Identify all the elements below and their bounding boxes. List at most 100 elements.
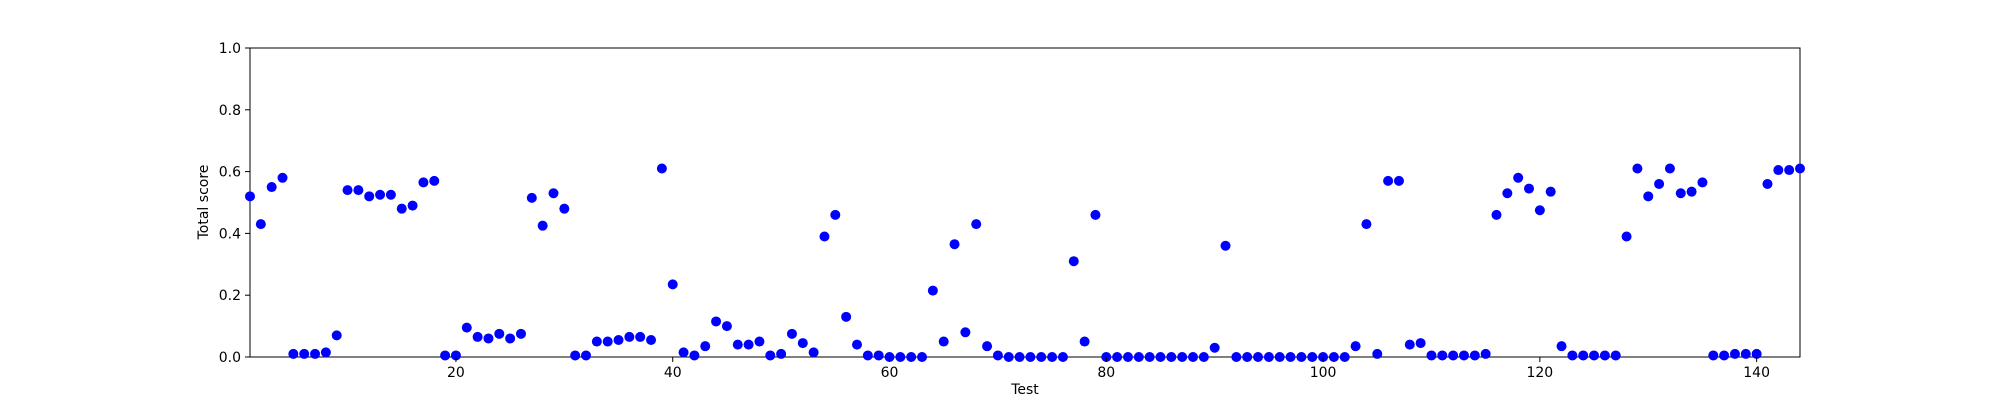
data-point bbox=[450, 350, 461, 361]
data-point bbox=[646, 335, 657, 346]
data-point bbox=[700, 341, 711, 352]
data-point bbox=[245, 191, 255, 202]
data-point bbox=[559, 203, 570, 214]
x-tick-label: 140 bbox=[1743, 365, 1770, 381]
data-point bbox=[1437, 350, 1448, 361]
y-axis-label: Total score bbox=[196, 165, 212, 241]
data-point bbox=[1632, 163, 1643, 174]
data-point bbox=[1491, 209, 1502, 220]
data-point bbox=[992, 350, 1003, 361]
data-point bbox=[288, 348, 299, 359]
data-point bbox=[1480, 348, 1491, 359]
data-point bbox=[364, 191, 375, 202]
y-tick-label: 0.8 bbox=[219, 103, 241, 119]
data-point bbox=[851, 339, 862, 350]
data-point bbox=[1697, 177, 1708, 188]
data-point bbox=[418, 177, 429, 188]
data-point bbox=[1393, 175, 1404, 186]
data-point bbox=[906, 352, 917, 362]
data-point bbox=[754, 336, 765, 347]
data-point bbox=[1133, 352, 1144, 362]
data-point bbox=[776, 348, 787, 359]
data-point bbox=[1610, 350, 1621, 361]
data-point bbox=[353, 185, 364, 196]
data-point bbox=[581, 350, 592, 361]
data-point bbox=[1773, 165, 1784, 176]
data-point bbox=[1036, 352, 1047, 362]
data-point bbox=[613, 335, 624, 346]
data-point bbox=[1285, 352, 1296, 362]
data-point bbox=[873, 350, 884, 361]
data-point bbox=[927, 285, 938, 296]
data-point bbox=[1188, 352, 1199, 362]
data-point bbox=[505, 333, 516, 344]
data-point bbox=[537, 220, 548, 231]
data-point bbox=[1404, 339, 1415, 350]
data-point bbox=[1784, 165, 1795, 176]
data-point bbox=[331, 330, 342, 341]
data-point bbox=[1469, 350, 1480, 361]
data-point bbox=[1686, 186, 1697, 197]
data-point bbox=[624, 331, 635, 342]
data-point bbox=[678, 347, 689, 358]
x-axis-label: Test bbox=[1010, 382, 1039, 398]
data-point bbox=[1339, 352, 1350, 362]
data-point bbox=[743, 339, 754, 350]
plot-area-frame bbox=[249, 47, 1801, 358]
data-point bbox=[1415, 338, 1426, 349]
data-point bbox=[656, 163, 667, 174]
data-point bbox=[971, 219, 982, 230]
data-point bbox=[1372, 348, 1383, 359]
data-point bbox=[1621, 231, 1632, 242]
data-point bbox=[1350, 341, 1361, 352]
data-point bbox=[483, 333, 494, 344]
data-point bbox=[548, 188, 559, 199]
data-point bbox=[1112, 352, 1123, 362]
data-point bbox=[1296, 352, 1307, 362]
x-tick-label: 40 bbox=[664, 365, 682, 381]
data-point bbox=[1740, 348, 1751, 359]
data-point bbox=[1068, 256, 1079, 267]
data-point bbox=[1014, 352, 1025, 362]
data-point bbox=[277, 172, 288, 183]
x-axis-ticks: 20 40 60 80 100 120 140 bbox=[447, 357, 1770, 381]
data-point bbox=[1719, 350, 1730, 361]
data-point bbox=[721, 321, 732, 332]
data-point bbox=[1513, 172, 1524, 183]
data-point bbox=[667, 279, 678, 290]
data-point bbox=[1599, 350, 1610, 361]
data-point bbox=[841, 311, 852, 322]
x-tick-label: 20 bbox=[447, 365, 465, 381]
data-point bbox=[1198, 352, 1209, 362]
data-point bbox=[711, 316, 722, 327]
data-point bbox=[494, 328, 505, 339]
data-point bbox=[266, 182, 277, 193]
data-point bbox=[1675, 188, 1686, 199]
y-tick-label: 1.0 bbox=[219, 41, 241, 57]
data-point bbox=[375, 189, 386, 200]
y-axis-ticks: 0.0 0.2 0.4 0.6 0.8 1.0 bbox=[219, 41, 250, 366]
data-point bbox=[1122, 352, 1133, 362]
data-point bbox=[1426, 350, 1437, 361]
data-point bbox=[342, 185, 353, 196]
data-point bbox=[1166, 352, 1177, 362]
data-point bbox=[1144, 352, 1155, 362]
data-point bbox=[310, 348, 321, 359]
data-point bbox=[732, 339, 743, 350]
data-point bbox=[1448, 350, 1459, 361]
data-point bbox=[1177, 352, 1188, 362]
data-point bbox=[1524, 183, 1535, 194]
data-point bbox=[1231, 352, 1242, 362]
data-point bbox=[1567, 350, 1578, 361]
data-point bbox=[1047, 352, 1058, 362]
data-point bbox=[938, 336, 949, 347]
data-point bbox=[396, 203, 407, 214]
data-point bbox=[1708, 350, 1719, 361]
data-point bbox=[808, 347, 819, 358]
data-point bbox=[526, 192, 537, 203]
data-point bbox=[1242, 352, 1253, 362]
data-point bbox=[472, 331, 483, 342]
data-point bbox=[570, 350, 581, 361]
x-tick-label: 100 bbox=[1310, 365, 1337, 381]
